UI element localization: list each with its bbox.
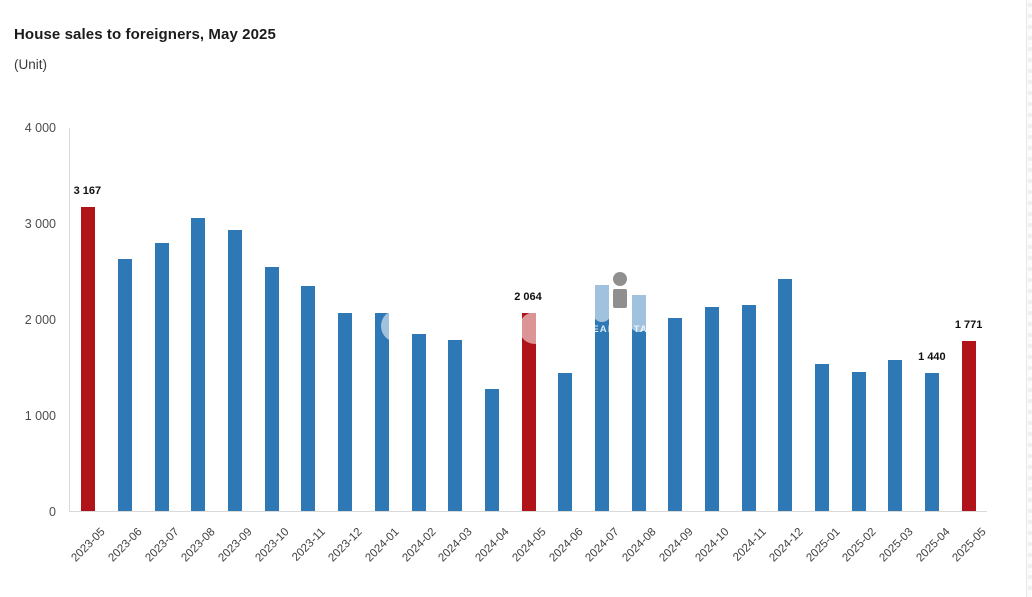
- bar-2025-01[interactable]: [815, 363, 830, 511]
- bar-2024-09[interactable]: [668, 317, 683, 511]
- bar-slot: [437, 128, 474, 511]
- bar-chart-plot-area: REAL ESTATE: [69, 128, 987, 512]
- x-tick-label: 2024-01: [363, 526, 402, 565]
- x-tick-label: 2025-01: [803, 526, 843, 565]
- bar-2024-01[interactable]: [374, 312, 389, 511]
- bar-slot: [474, 128, 511, 511]
- x-tick-label: 2023-06: [106, 526, 145, 565]
- bar-slot: [840, 128, 877, 511]
- bar-2025-03[interactable]: [888, 360, 903, 511]
- x-tick-label: 2025-02: [840, 526, 879, 565]
- bar-2024-10[interactable]: [705, 306, 720, 511]
- chart-title: House sales to foreigners, May 2025: [14, 26, 276, 43]
- bar-series: [70, 128, 987, 511]
- bar-2025-05[interactable]: [961, 341, 976, 511]
- bar-2024-12[interactable]: [778, 279, 793, 511]
- x-tick-label: 2024-04: [473, 526, 512, 565]
- bar-slot: [253, 128, 290, 511]
- bar-2023-12[interactable]: [338, 313, 353, 511]
- x-tick-label: 2024-08: [620, 526, 659, 565]
- bar-slot: [290, 128, 327, 511]
- bar-slot: [143, 128, 180, 511]
- bar-2023-10[interactable]: [264, 267, 279, 511]
- y-tick-label: 0: [49, 505, 56, 519]
- bar-slot: [510, 128, 547, 511]
- bar-2025-02[interactable]: [851, 372, 866, 511]
- x-tick-label: 2024-05: [510, 526, 549, 565]
- bar-2024-03[interactable]: [448, 340, 463, 511]
- y-tick-label: 3 000: [24, 217, 56, 231]
- x-tick-label: 2023-09: [216, 526, 255, 565]
- x-tick-label: 2024-10: [693, 526, 733, 565]
- bar-2024-05[interactable]: [521, 312, 536, 511]
- bar-slot: [730, 128, 767, 511]
- bar-2024-06[interactable]: [558, 372, 573, 511]
- bar-value-label: 3 167: [73, 184, 102, 197]
- bar-slot: [400, 128, 437, 511]
- x-tick-label: 2023-10: [253, 526, 292, 565]
- bar-2023-07[interactable]: [154, 242, 169, 511]
- y-tick-label: 1 000: [24, 409, 56, 423]
- bar-2024-07[interactable]: [594, 285, 609, 511]
- bar-slot: [584, 128, 621, 511]
- bar-2023-09[interactable]: [228, 229, 243, 511]
- x-tick-label: 2023-07: [142, 526, 182, 565]
- x-tick-label: 2024-11: [731, 526, 769, 564]
- bar-2025-04[interactable]: [925, 372, 940, 511]
- bar-2024-08[interactable]: [631, 294, 646, 511]
- chart-unit-label: (Unit): [14, 57, 47, 72]
- x-tick-label: 2023-08: [179, 526, 219, 565]
- bar-slot: [107, 128, 144, 511]
- x-tick-label: 2025-04: [914, 526, 953, 565]
- x-tick-label: 2024-02: [399, 526, 439, 565]
- bar-2023-06[interactable]: [118, 259, 133, 511]
- bar-slot: [657, 128, 694, 511]
- bar-slot: [694, 128, 731, 511]
- bar-2023-05[interactable]: [81, 207, 96, 511]
- x-tick-label: 2023-11: [290, 526, 329, 564]
- bar-slot: [70, 128, 107, 511]
- page-edge-pattern: [1026, 0, 1032, 597]
- bar-value-label: 2 064: [514, 290, 542, 303]
- y-tick-label: 2 000: [24, 313, 56, 327]
- x-tick-label: 2024-03: [436, 526, 476, 565]
- bar-slot: [217, 128, 254, 511]
- bar-2024-04[interactable]: [484, 389, 499, 511]
- bar-slot: [767, 128, 804, 511]
- bar-slot: [327, 128, 364, 511]
- bar-value-label: 1 771: [954, 318, 983, 331]
- x-tick-label: 2023-12: [326, 526, 365, 565]
- bar-slot: [877, 128, 914, 511]
- bar-slot: [180, 128, 217, 511]
- bar-slot: [620, 128, 657, 511]
- x-tick-label: 2024-07: [583, 526, 622, 565]
- bar-slot: [547, 128, 584, 511]
- x-tick-label: 2024-06: [546, 526, 586, 565]
- bar-2023-11[interactable]: [301, 286, 316, 511]
- x-tick-label: 2025-03: [877, 526, 916, 565]
- bar-slot: [364, 128, 401, 511]
- x-tick-label: 2024-12: [767, 526, 806, 565]
- y-tick-label: 4 000: [24, 121, 56, 135]
- bar-2024-11[interactable]: [741, 304, 756, 511]
- bar-value-label: 1 440: [918, 350, 946, 363]
- bar-2024-02[interactable]: [411, 333, 426, 511]
- bar-2023-08[interactable]: [191, 217, 206, 511]
- bar-slot: [914, 128, 951, 511]
- bar-slot: [804, 128, 841, 511]
- bar-slot: [951, 128, 988, 511]
- x-tick-label: 2023-05: [69, 526, 108, 565]
- x-tick-label: 2025-05: [950, 526, 990, 565]
- x-tick-label: 2024-09: [657, 526, 696, 565]
